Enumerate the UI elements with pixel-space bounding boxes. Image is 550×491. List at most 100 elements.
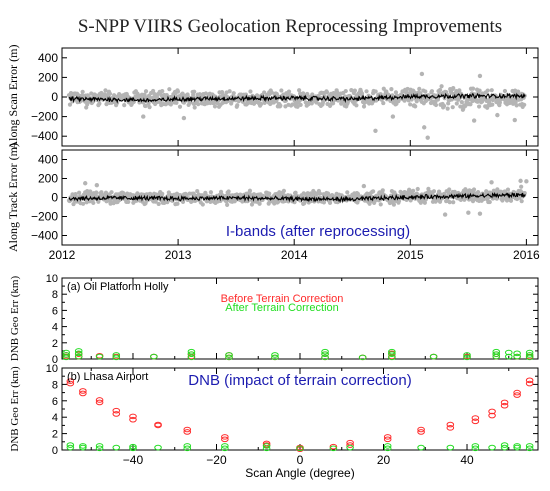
scatter-points [66,71,527,140]
scatter-point [514,103,519,108]
data-point [417,429,425,435]
scatter-point [249,202,255,207]
scatter-point [494,196,499,201]
data-point [221,434,229,440]
scatter-point [247,188,253,193]
scatter-point [522,190,527,196]
scatter-point [471,187,477,192]
data-point [358,354,367,361]
data-point [525,443,534,449]
scatter-point [498,189,503,194]
scatter-point [451,200,456,205]
y-axis-label: Along Track Error (m) [6,143,20,252]
data-point [262,443,271,449]
data-point [346,442,354,448]
scatter-point [281,188,287,193]
scatter-point [429,89,435,94]
data-point [513,353,521,360]
scatter-point [489,88,494,93]
data-point [66,378,75,384]
data-point [154,444,162,451]
y-tick-label: 10 [46,363,58,375]
data-point [296,445,304,452]
outlier-point [477,73,483,79]
scatter-point [143,103,148,109]
scatter-point [345,190,350,195]
data-point [95,399,104,406]
scatter-point [174,100,179,105]
data-point [221,436,229,443]
scatter-point [278,103,283,108]
data-point [383,445,392,452]
outlier-point [373,128,378,134]
data-point [79,390,87,397]
scatter-point [446,101,451,106]
scatter-point [218,189,224,194]
x-tick-label: −40 [123,453,144,467]
y-tick-label: 400 [38,153,58,167]
data-point [183,443,192,449]
data-point [79,443,87,449]
annotation-label: I-bands (after reprocessing) [226,223,410,240]
scatter-point [373,198,378,203]
y-axis-label: DNB Geo Err (km) [9,276,21,362]
y-tick-label: 6 [52,305,58,317]
scatter-point [257,201,262,206]
data-point [187,354,196,361]
scatter-point [359,91,365,96]
y-tick-label: 4 [52,322,58,334]
scatter-point [413,104,418,109]
scatter-point [94,190,99,195]
x-tick-label: 2014 [281,248,308,262]
data-point [221,445,229,452]
data-point [112,407,121,414]
outlier-point [83,181,88,186]
y-tick-label: 6 [52,396,58,408]
scatter-point [156,201,161,207]
scatter-point [321,200,327,205]
data-point [129,416,137,423]
data-point [388,351,396,357]
data-point [321,351,329,357]
scatter-point [447,199,452,205]
scatter-point [191,92,196,98]
scatter-point [381,86,386,91]
chart-panel-3: 0 2 4 6 8 10 DNB Geo Err (km) (a) Oil Platform … [9,273,539,366]
scatter-point [475,189,481,195]
scatter-point [225,202,230,208]
scatter-point [73,191,78,197]
y-axis-label: Along Scan Error (m) [6,45,20,150]
scatter-point [487,199,492,205]
scatter-point [324,90,330,95]
scatter-point [522,102,527,107]
scatter-point [109,190,114,195]
data-point [95,397,104,403]
data-point [417,444,425,451]
scatter-point [226,189,231,194]
data-point [271,354,279,361]
scatter-point [422,200,427,205]
figure-title: S-NPP VIIRS Geolocation Reprocessing Imp… [78,16,502,37]
scatter-point [393,90,399,95]
y-tick-label: 0 [51,90,58,104]
scatter-point [381,100,386,106]
scatter-point [248,89,253,94]
data-point [446,425,455,431]
data-point [463,354,471,361]
scatter-point [231,91,236,96]
data-point [112,444,121,451]
scatter-point [317,191,323,196]
outlier-point [94,182,100,188]
y-tick-label: 0 [52,354,58,366]
data-point [225,354,233,361]
scatter-point [458,104,463,109]
outlier-point [495,112,500,118]
chart-panel-2: −400 −200 0 200 400 2012 2013 2014 2015 2016 Along… [6,143,540,262]
data-point [187,351,196,357]
scatter-point [245,198,251,203]
data-point [513,443,521,449]
scatter-point [99,190,104,195]
scatter-point [295,104,300,109]
scatter-point [477,88,482,93]
